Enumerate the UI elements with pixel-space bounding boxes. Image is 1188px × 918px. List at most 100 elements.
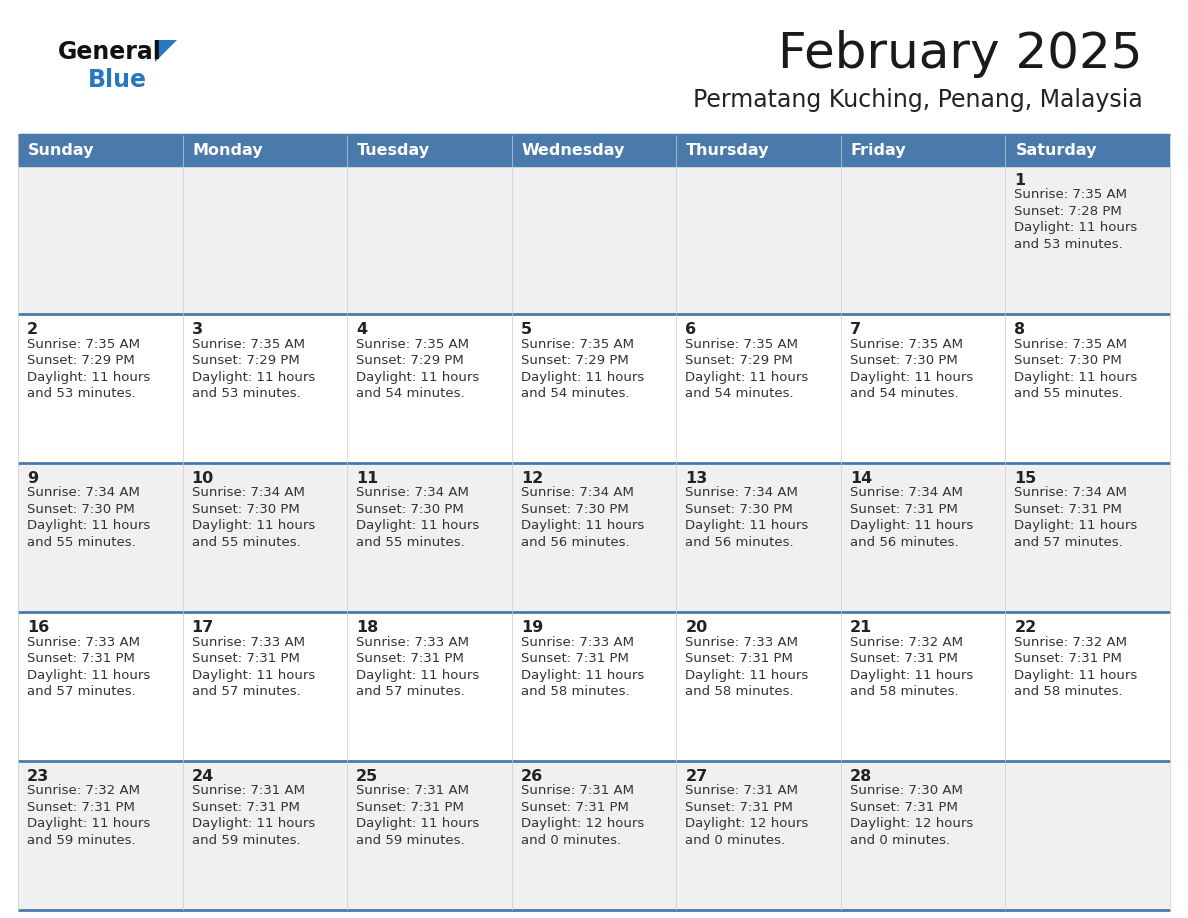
Text: and 59 minutes.: and 59 minutes. xyxy=(27,834,135,847)
Text: Sunset: 7:31 PM: Sunset: 7:31 PM xyxy=(520,801,628,814)
Text: Sunrise: 7:33 AM: Sunrise: 7:33 AM xyxy=(520,635,633,648)
Text: Blue: Blue xyxy=(88,68,147,92)
Bar xyxy=(512,463,676,612)
Bar xyxy=(347,135,512,165)
Text: Sunset: 7:31 PM: Sunset: 7:31 PM xyxy=(849,652,958,665)
Text: 3: 3 xyxy=(191,322,203,337)
Text: and 53 minutes.: and 53 minutes. xyxy=(27,387,135,400)
Text: Daylight: 11 hours: Daylight: 11 hours xyxy=(1015,371,1138,384)
Bar xyxy=(18,761,183,910)
Text: Sunrise: 7:35 AM: Sunrise: 7:35 AM xyxy=(1015,188,1127,201)
Text: Sunrise: 7:32 AM: Sunrise: 7:32 AM xyxy=(1015,635,1127,648)
Text: Sunset: 7:31 PM: Sunset: 7:31 PM xyxy=(191,801,299,814)
Text: Permatang Kuching, Penang, Malaysia: Permatang Kuching, Penang, Malaysia xyxy=(694,88,1143,112)
Text: Sunset: 7:30 PM: Sunset: 7:30 PM xyxy=(27,503,134,516)
Text: and 58 minutes.: and 58 minutes. xyxy=(1015,685,1123,698)
Text: and 58 minutes.: and 58 minutes. xyxy=(520,685,630,698)
Text: and 0 minutes.: and 0 minutes. xyxy=(685,834,785,847)
Bar xyxy=(183,314,347,463)
Text: Sunset: 7:29 PM: Sunset: 7:29 PM xyxy=(685,354,794,367)
Text: Sunset: 7:29 PM: Sunset: 7:29 PM xyxy=(27,354,134,367)
Bar xyxy=(183,761,347,910)
Text: 20: 20 xyxy=(685,620,708,635)
Text: 25: 25 xyxy=(356,769,379,784)
Text: Sunrise: 7:35 AM: Sunrise: 7:35 AM xyxy=(356,338,469,351)
Text: and 55 minutes.: and 55 minutes. xyxy=(191,536,301,549)
Bar xyxy=(1005,165,1170,314)
Text: and 59 minutes.: and 59 minutes. xyxy=(191,834,301,847)
Text: February 2025: February 2025 xyxy=(778,30,1143,78)
Text: and 56 minutes.: and 56 minutes. xyxy=(520,536,630,549)
Text: Sunset: 7:31 PM: Sunset: 7:31 PM xyxy=(356,801,465,814)
Bar xyxy=(841,761,1005,910)
Text: Sunset: 7:31 PM: Sunset: 7:31 PM xyxy=(27,801,135,814)
Text: and 57 minutes.: and 57 minutes. xyxy=(356,685,465,698)
Bar xyxy=(18,314,183,463)
Text: 1: 1 xyxy=(1015,173,1025,188)
Text: Daylight: 11 hours: Daylight: 11 hours xyxy=(520,668,644,681)
Bar xyxy=(347,314,512,463)
Bar xyxy=(347,612,512,761)
Text: Sunset: 7:30 PM: Sunset: 7:30 PM xyxy=(685,503,794,516)
Bar xyxy=(183,612,347,761)
Text: Sunrise: 7:32 AM: Sunrise: 7:32 AM xyxy=(849,635,962,648)
Text: 19: 19 xyxy=(520,620,543,635)
Bar xyxy=(512,761,676,910)
Text: 11: 11 xyxy=(356,471,379,486)
Text: 15: 15 xyxy=(1015,471,1037,486)
Text: Saturday: Saturday xyxy=(1016,142,1097,158)
Text: and 57 minutes.: and 57 minutes. xyxy=(1015,536,1123,549)
Text: 21: 21 xyxy=(849,620,872,635)
Text: Sunrise: 7:31 AM: Sunrise: 7:31 AM xyxy=(356,785,469,798)
Bar xyxy=(1005,314,1170,463)
Text: Sunset: 7:29 PM: Sunset: 7:29 PM xyxy=(191,354,299,367)
Text: and 54 minutes.: and 54 minutes. xyxy=(520,387,630,400)
Text: Daylight: 11 hours: Daylight: 11 hours xyxy=(27,520,150,532)
Text: Daylight: 11 hours: Daylight: 11 hours xyxy=(849,520,973,532)
Text: and 55 minutes.: and 55 minutes. xyxy=(356,536,465,549)
Text: Sunrise: 7:33 AM: Sunrise: 7:33 AM xyxy=(685,635,798,648)
Bar xyxy=(183,165,347,314)
Bar xyxy=(841,314,1005,463)
Text: 9: 9 xyxy=(27,471,38,486)
Bar xyxy=(512,135,676,165)
Bar xyxy=(512,612,676,761)
Bar xyxy=(841,612,1005,761)
Text: and 58 minutes.: and 58 minutes. xyxy=(685,685,794,698)
Text: Daylight: 11 hours: Daylight: 11 hours xyxy=(849,371,973,384)
Text: Sunrise: 7:33 AM: Sunrise: 7:33 AM xyxy=(356,635,469,648)
Bar xyxy=(1005,612,1170,761)
Text: Sunrise: 7:31 AM: Sunrise: 7:31 AM xyxy=(520,785,633,798)
Bar xyxy=(347,761,512,910)
Text: 6: 6 xyxy=(685,322,696,337)
Bar xyxy=(676,165,841,314)
Bar xyxy=(676,463,841,612)
Text: General: General xyxy=(58,40,162,64)
Text: Thursday: Thursday xyxy=(687,142,770,158)
Text: 28: 28 xyxy=(849,769,872,784)
Text: Daylight: 11 hours: Daylight: 11 hours xyxy=(191,668,315,681)
Text: and 0 minutes.: and 0 minutes. xyxy=(520,834,621,847)
Text: Daylight: 11 hours: Daylight: 11 hours xyxy=(356,818,480,831)
Text: 10: 10 xyxy=(191,471,214,486)
Text: Daylight: 11 hours: Daylight: 11 hours xyxy=(356,668,480,681)
Text: Daylight: 11 hours: Daylight: 11 hours xyxy=(520,371,644,384)
Bar xyxy=(676,314,841,463)
Text: and 59 minutes.: and 59 minutes. xyxy=(356,834,465,847)
Text: Daylight: 12 hours: Daylight: 12 hours xyxy=(520,818,644,831)
Text: and 55 minutes.: and 55 minutes. xyxy=(1015,387,1123,400)
Bar xyxy=(347,165,512,314)
Text: Daylight: 11 hours: Daylight: 11 hours xyxy=(685,371,809,384)
Text: Sunrise: 7:35 AM: Sunrise: 7:35 AM xyxy=(849,338,962,351)
Bar xyxy=(676,612,841,761)
Text: and 56 minutes.: and 56 minutes. xyxy=(685,536,794,549)
Text: Sunset: 7:31 PM: Sunset: 7:31 PM xyxy=(685,801,794,814)
Text: Sunset: 7:30 PM: Sunset: 7:30 PM xyxy=(191,503,299,516)
Bar xyxy=(18,612,183,761)
Text: Wednesday: Wednesday xyxy=(522,142,625,158)
Text: Sunset: 7:31 PM: Sunset: 7:31 PM xyxy=(356,652,465,665)
Text: Tuesday: Tuesday xyxy=(358,142,430,158)
Text: Daylight: 11 hours: Daylight: 11 hours xyxy=(191,818,315,831)
Text: Sunrise: 7:33 AM: Sunrise: 7:33 AM xyxy=(27,635,140,648)
Bar xyxy=(183,135,347,165)
